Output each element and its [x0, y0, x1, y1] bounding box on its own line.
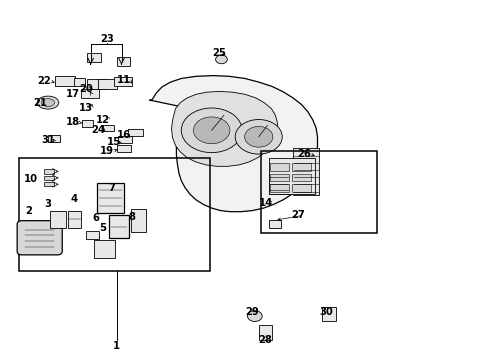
Text: 2: 2	[25, 206, 32, 216]
Bar	[269, 220, 281, 228]
Text: 20: 20	[79, 84, 93, 94]
Bar	[292, 174, 311, 181]
Text: 18: 18	[66, 117, 79, 127]
Text: 24: 24	[91, 125, 105, 135]
Bar	[74, 78, 85, 86]
Circle shape	[245, 126, 273, 147]
Bar	[118, 136, 132, 143]
Bar	[81, 89, 99, 98]
Text: 4: 4	[71, 194, 78, 204]
Text: 14: 14	[258, 198, 273, 208]
Text: 1: 1	[113, 341, 120, 351]
Text: 8: 8	[129, 212, 136, 222]
Bar	[19, 158, 210, 271]
Bar	[44, 182, 54, 186]
Bar	[269, 158, 315, 194]
Bar	[292, 163, 311, 171]
Text: 28: 28	[259, 335, 272, 345]
Ellipse shape	[37, 96, 59, 109]
Text: 22: 22	[37, 76, 51, 86]
Bar	[55, 76, 75, 86]
Bar	[44, 176, 54, 180]
Bar	[128, 129, 143, 136]
Bar	[131, 209, 146, 232]
Text: 5: 5	[99, 222, 106, 233]
Text: 12: 12	[96, 114, 110, 125]
Bar	[82, 120, 93, 127]
Circle shape	[216, 55, 227, 64]
Bar	[270, 184, 289, 192]
Bar	[68, 211, 81, 228]
Text: 26: 26	[297, 149, 311, 159]
Bar	[97, 183, 124, 213]
Text: 16: 16	[117, 130, 130, 140]
Text: 13: 13	[79, 103, 93, 113]
Text: 7: 7	[108, 183, 115, 193]
Bar	[48, 135, 60, 142]
Bar	[322, 307, 336, 321]
Bar	[292, 184, 311, 192]
Bar	[269, 173, 289, 194]
Bar	[117, 57, 130, 66]
Bar	[98, 79, 117, 89]
Bar	[270, 163, 289, 171]
Circle shape	[247, 311, 262, 321]
Text: 19: 19	[100, 146, 114, 156]
Text: 23: 23	[100, 34, 114, 44]
Text: 17: 17	[66, 89, 79, 99]
Bar	[50, 211, 66, 228]
Bar	[109, 215, 129, 238]
Text: 27: 27	[291, 210, 305, 220]
Polygon shape	[172, 91, 277, 166]
Text: 6: 6	[92, 213, 99, 223]
Text: 11: 11	[116, 75, 131, 85]
Bar	[270, 174, 289, 181]
FancyBboxPatch shape	[17, 221, 62, 255]
Bar	[87, 53, 101, 62]
Circle shape	[181, 108, 242, 153]
Text: 15: 15	[107, 137, 121, 147]
Bar	[261, 151, 377, 233]
Bar	[44, 169, 54, 174]
Polygon shape	[149, 76, 318, 212]
Bar	[87, 79, 106, 89]
Bar	[293, 148, 318, 195]
Text: 31: 31	[41, 135, 55, 145]
Bar	[94, 240, 115, 258]
Text: 30: 30	[319, 307, 333, 318]
Bar	[114, 77, 132, 86]
Bar	[259, 325, 272, 340]
Text: 21: 21	[33, 98, 47, 108]
Text: 25: 25	[213, 48, 226, 58]
Text: 10: 10	[24, 174, 37, 184]
Bar	[117, 145, 131, 152]
Text: 29: 29	[245, 307, 259, 318]
Circle shape	[194, 117, 230, 144]
Circle shape	[235, 120, 282, 154]
Text: 3: 3	[45, 199, 51, 210]
Ellipse shape	[42, 99, 54, 107]
Bar	[103, 125, 114, 131]
Bar	[86, 231, 99, 239]
